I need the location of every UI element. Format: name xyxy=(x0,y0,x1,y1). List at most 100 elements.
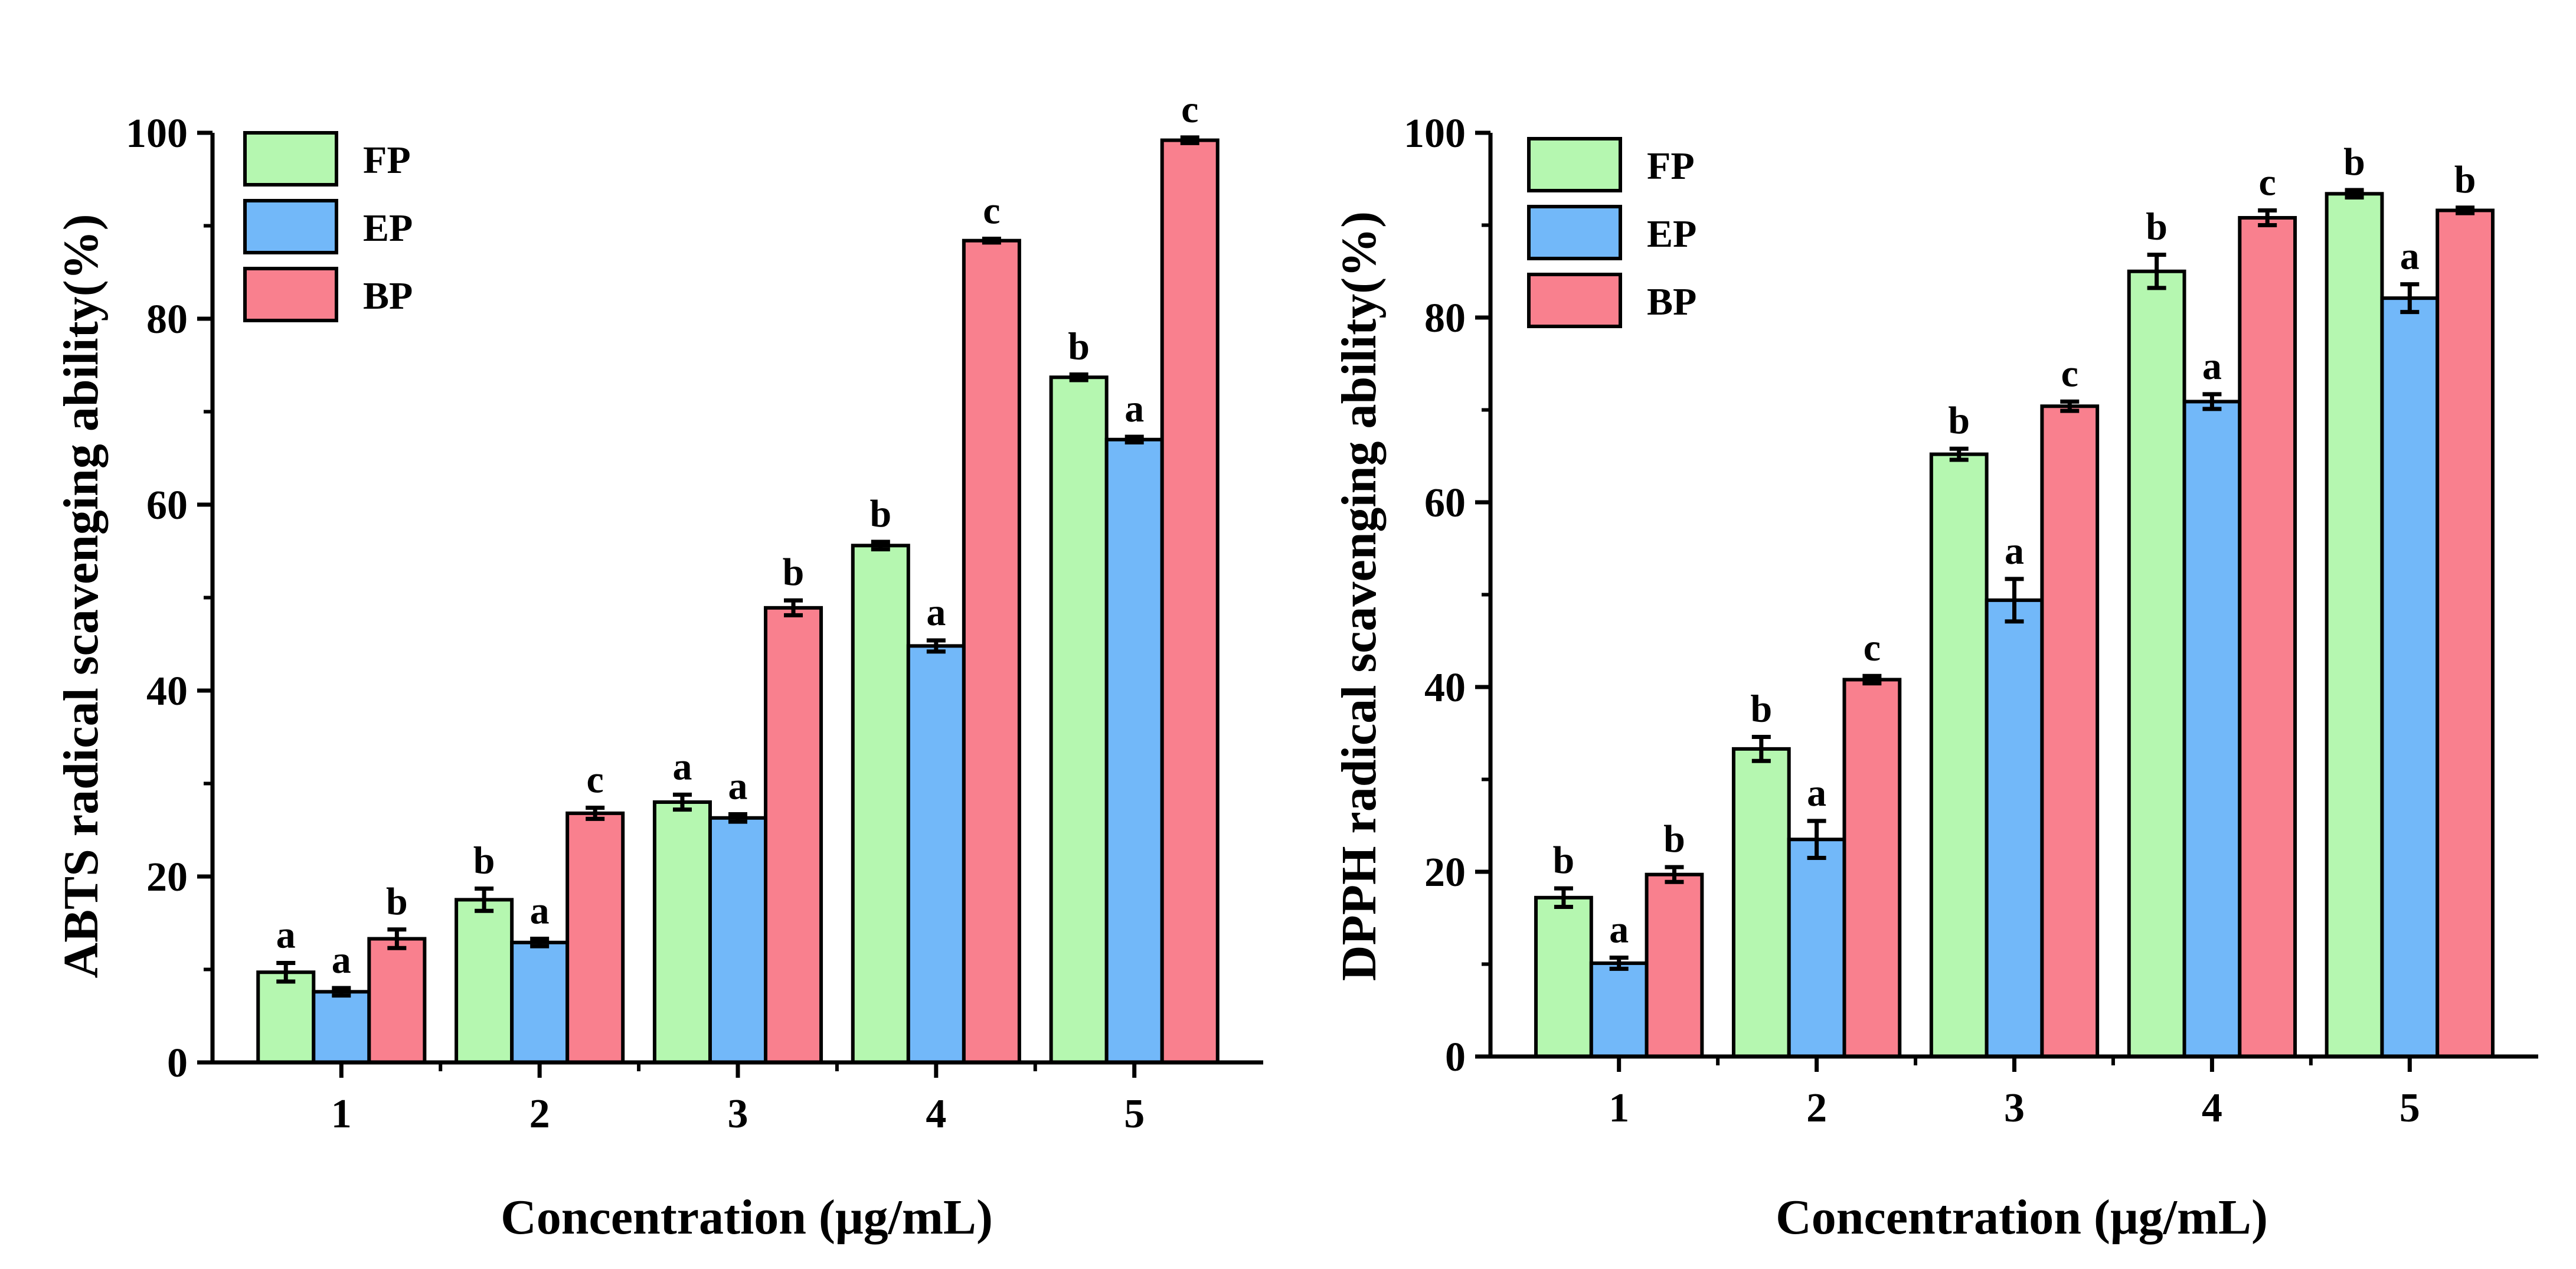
legend: FP EP BP xyxy=(1527,137,1696,328)
legend-swatch-bp xyxy=(1527,273,1622,328)
significance-letter: b xyxy=(1948,399,1970,442)
error-bar-ep-5 xyxy=(1124,434,1144,444)
significance-letter: b xyxy=(2146,205,2168,248)
error-bar-bp-5 xyxy=(1180,135,1199,145)
legend-label: BP xyxy=(363,274,413,318)
bar-bp-1 xyxy=(1645,872,1704,1058)
bar-ep-4 xyxy=(906,644,966,1064)
bar-fp-4 xyxy=(2127,269,2186,1058)
legend-label: EP xyxy=(363,207,413,250)
dpph-chart-panel: DPPH radical scavenging ability(%) Conce… xyxy=(1332,111,2538,1245)
y-tick-label: 0 xyxy=(167,1041,188,1086)
significance-letter: a xyxy=(728,764,748,807)
error-bar-ep-3 xyxy=(728,812,747,824)
significance-letter: a xyxy=(2400,235,2420,278)
error-bar-fp-3 xyxy=(1949,446,1969,462)
error-bar-ep-1 xyxy=(1609,956,1629,971)
error-bar-ep-1 xyxy=(332,986,351,998)
error-bar-ep-3 xyxy=(2005,577,2024,624)
x-tick-label: 3 xyxy=(728,1091,748,1137)
significance-letter: c xyxy=(587,758,604,801)
significance-letter: a xyxy=(1124,387,1144,430)
bar-fp-3 xyxy=(652,800,712,1064)
significance-letter: a xyxy=(276,913,296,956)
significance-letter: c xyxy=(1181,88,1198,131)
bar-fp-1 xyxy=(1534,895,1593,1058)
bar-bp-4 xyxy=(962,238,1021,1065)
y-tick-label: 80 xyxy=(146,297,188,342)
legend-label: BP xyxy=(1647,280,1696,323)
y-axis-title: DPPH radical scavenging ability(%) xyxy=(1332,211,1387,981)
x-tick-label: 2 xyxy=(529,1091,550,1137)
legend-swatch-fp xyxy=(1527,137,1622,192)
significance-letter: a xyxy=(1609,908,1629,951)
bar-ep-3 xyxy=(708,816,768,1065)
significance-letter: c xyxy=(2259,161,2276,204)
error-bar-bp-3 xyxy=(2060,399,2080,413)
significance-letter: a xyxy=(332,938,351,982)
abts-chart-panel: ABTS radical scavenging ability(%) Conce… xyxy=(54,88,1263,1245)
bar-ep-5 xyxy=(1104,437,1164,1064)
bar-bp-2 xyxy=(1842,678,1902,1058)
x-tick-label: 5 xyxy=(2400,1085,2420,1131)
bar-fp-5 xyxy=(1049,375,1109,1064)
significance-letter: b xyxy=(1553,839,1575,882)
significance-letter: a xyxy=(2005,529,2024,573)
error-bar-bp-1 xyxy=(387,927,407,950)
error-bar-fp-5 xyxy=(1069,372,1088,382)
y-tick-label: 20 xyxy=(146,855,188,900)
significance-letter: c xyxy=(2061,352,2078,395)
legend-label: FP xyxy=(363,139,411,182)
x-axis-title: Concentration (μg/mL) xyxy=(1776,1190,2268,1245)
error-bar-bp-2 xyxy=(586,805,605,821)
bar-fp-2 xyxy=(455,898,514,1064)
bar-bp-3 xyxy=(2040,404,2100,1058)
error-bar-ep-2 xyxy=(1807,819,1826,861)
error-bar-bp-5 xyxy=(2456,205,2475,215)
error-bar-fp-5 xyxy=(2345,188,2364,200)
legend-swatch-ep xyxy=(1527,205,1622,260)
error-bar-ep-5 xyxy=(2400,282,2420,315)
significance-letter: b xyxy=(2454,158,2476,201)
legend-swatch-ep xyxy=(243,199,338,254)
y-axis-title: ABTS radical scavenging ability(%) xyxy=(54,214,109,978)
bar-ep-4 xyxy=(2182,400,2242,1058)
significance-letter: c xyxy=(983,189,1000,233)
error-bar-fp-3 xyxy=(672,792,692,812)
bar-bp-4 xyxy=(2238,215,2297,1059)
significance-letter: a xyxy=(1807,771,1826,815)
bar-fp-4 xyxy=(851,544,910,1064)
error-bar-bp-1 xyxy=(1665,865,1684,884)
error-bar-ep-4 xyxy=(2202,392,2222,411)
significance-letter: a xyxy=(926,591,946,634)
error-bar-bp-2 xyxy=(1862,673,1882,686)
x-tick-label: 1 xyxy=(1609,1085,1629,1131)
error-bar-fp-2 xyxy=(475,886,494,913)
significance-letter: b xyxy=(473,839,495,882)
y-tick-label: 20 xyxy=(1424,850,1466,895)
error-bar-fp-1 xyxy=(276,960,296,984)
x-tick-label: 3 xyxy=(2004,1085,2025,1131)
significance-letter: b xyxy=(1068,325,1090,368)
y-tick-label: 40 xyxy=(1424,665,1466,711)
legend-label: FP xyxy=(1647,145,1695,188)
x-axis-title: Concentration (μg/mL) xyxy=(501,1190,993,1245)
legend: FP EP BP xyxy=(243,131,413,322)
bar-ep-2 xyxy=(1787,838,1846,1058)
significance-letter: b xyxy=(1750,688,1772,731)
bar-ep-1 xyxy=(1589,961,1649,1059)
error-bar-bp-4 xyxy=(2258,208,2277,227)
error-bar-bp-3 xyxy=(784,598,803,617)
significance-letter: c xyxy=(1864,626,1881,669)
x-tick-label: 2 xyxy=(1806,1085,1827,1131)
y-tick-label: 60 xyxy=(1424,480,1466,526)
bar-ep-1 xyxy=(312,990,371,1065)
significance-letter: b xyxy=(386,880,408,923)
significance-letter: a xyxy=(530,889,550,933)
bar-ep-2 xyxy=(510,940,570,1064)
y-tick-label: 0 xyxy=(1445,1035,1466,1080)
legend-swatch-fp xyxy=(243,131,338,187)
bar-bp-3 xyxy=(764,606,823,1064)
x-tick-label: 4 xyxy=(926,1091,946,1137)
